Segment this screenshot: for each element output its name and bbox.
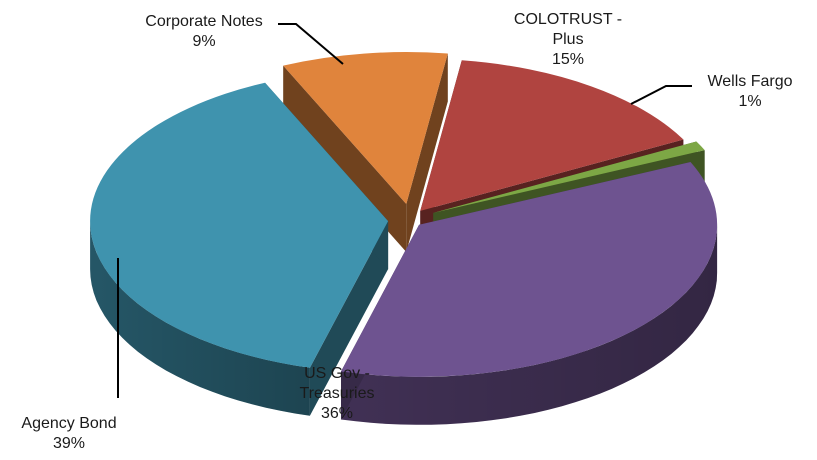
pie-slice-top-1: [433, 141, 705, 213]
pie-slice-top-4: [283, 52, 448, 205]
slice-percent-label: 15%: [552, 51, 584, 68]
slice-percent-label: 39%: [53, 435, 85, 452]
slice-label-0: COLOTRUST - Plus 15%: [514, 11, 622, 68]
slice-label-2: US Gov - Treasuries 36%: [300, 365, 375, 422]
pie-slice-top-2: [341, 162, 718, 377]
pie-slice-4: [283, 52, 448, 252]
slice-name-label: Agency Bond: [21, 415, 116, 432]
slice-label-4: Corporate Notes 9%: [145, 13, 262, 50]
slice-name-label: Plus: [552, 31, 583, 48]
slice-label-1: Wells Fargo 1%: [707, 73, 792, 110]
slice-name-label: US Gov -: [304, 365, 370, 382]
slice-name-label: Wells Fargo: [707, 73, 792, 90]
slice-name-label: Treasuries: [300, 385, 375, 402]
slice-percent-label: 36%: [321, 405, 353, 422]
slice-label-3: Agency Bond 39%: [21, 415, 116, 452]
slice-percent-label: 1%: [738, 93, 761, 110]
pie-slice-2: [341, 162, 718, 425]
pie-slice-top-3: [90, 82, 389, 368]
leader-line-4: [278, 23, 344, 65]
pie-slices: [90, 52, 718, 425]
leader-line-1: [630, 85, 692, 105]
label-leader-lines: [117, 23, 692, 398]
pie-slice-3: [90, 82, 389, 416]
pie-slice-top-0: [420, 60, 684, 211]
slice-percent-label: 9%: [192, 33, 215, 50]
slice-name-label: COLOTRUST -: [514, 11, 622, 28]
slice-name-label: Corporate Notes: [145, 13, 262, 30]
slice-labels: COLOTRUST - Plus 15% Wells Fargo 1% US Gov - T…: [21, 11, 792, 452]
